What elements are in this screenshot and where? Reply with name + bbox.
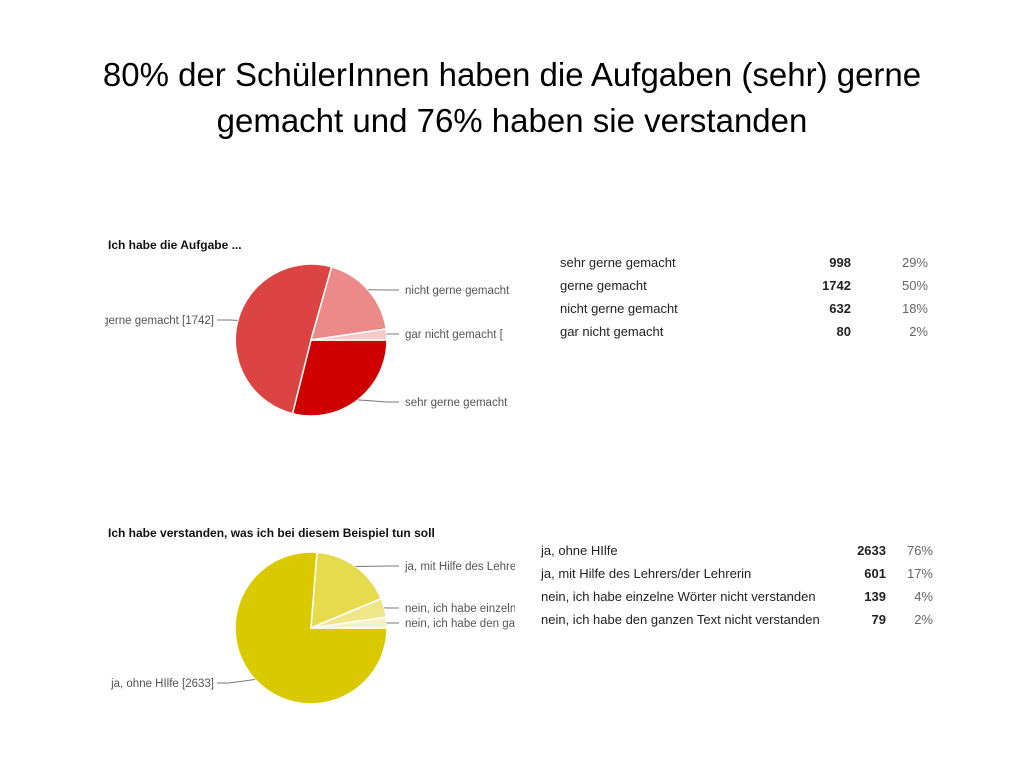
pie-chart-aufgabe-plot: sehr gerne gemacht gerne gemacht [1742] ni… <box>105 263 510 417</box>
table-row: nicht gerne gemacht 632 18% <box>560 297 928 320</box>
slice-callout-label: gar nicht gemacht [ <box>405 329 504 341</box>
chart-title: Ich habe die Aufgabe ... <box>108 238 242 252</box>
row-count: 1742 <box>822 278 851 293</box>
slice-callout-label: nicht gerne gemacht <box>405 285 510 297</box>
table-row: gerne gemacht 1742 50% <box>560 274 928 297</box>
row-label: ja, ohne HIlfe <box>541 543 618 558</box>
row-count: 2633 <box>857 543 886 558</box>
slide-title-line-1: 80% der SchülerInnen haben die Aufgaben … <box>102 56 922 93</box>
row-percent: 2% <box>909 324 928 339</box>
slice-callout-label: sehr gerne gemacht <box>405 397 508 409</box>
table-row: ja, mit Hilfe des Lehrers/der Lehrerin 6… <box>541 562 933 585</box>
callout-line <box>386 622 399 624</box>
row-percent: 50% <box>901 278 928 293</box>
row-percent: 17% <box>906 566 933 581</box>
row-label: gar nicht gemacht <box>560 324 664 339</box>
slide-title: 80% der SchülerInnen haben die Aufgaben … <box>40 52 984 144</box>
slice-callout-label: gerne gemacht [1742] <box>105 315 214 327</box>
row-percent: 29% <box>901 255 928 270</box>
callout-line <box>386 333 399 335</box>
row-label: nicht gerne gemacht <box>560 301 678 316</box>
slide-title-line-2: gemacht und 76% haben sie verstanden <box>216 102 808 139</box>
callout-line <box>355 565 399 567</box>
table-aufgabe: sehr gerne gemacht 998 29% gerne gemacht… <box>560 251 928 343</box>
row-count: 139 <box>864 589 886 604</box>
table-row: nein, ich habe den ganzen Text nicht ver… <box>541 608 933 631</box>
row-percent: 2% <box>914 612 933 627</box>
table-row: gar nicht gemacht 80 2% <box>560 320 928 343</box>
pie-chart-verstanden-plot: ja, ohne HIlfe [2633] ja, mit Hilfe des L… <box>110 551 515 705</box>
row-label: nein, ich habe den ganzen Text nicht ver… <box>541 612 820 627</box>
row-count: 79 <box>871 612 886 627</box>
row-label: nein, ich habe einzelne Wörter nicht ver… <box>541 589 816 604</box>
row-label: ja, mit Hilfe des Lehrers/der Lehrerin <box>541 566 752 581</box>
table-verstanden: ja, ohne HIlfe 2633 76% ja, mit Hilfe de… <box>541 539 933 631</box>
slice-callout-label: ja, mit Hilfe des Lehrers <box>404 561 515 573</box>
pie-slice-ja-ohne-hilfe <box>234 551 388 705</box>
row-count: 601 <box>864 566 886 581</box>
pie-chart-aufgabe: Ich habe die Aufgabe ... sehr gerne gema… <box>105 232 515 472</box>
table-row: nein, ich habe einzelne Wörter nicht ver… <box>541 585 933 608</box>
pie-slice-nicht-gerne-gemacht <box>309 265 388 341</box>
row-count: 632 <box>829 301 851 316</box>
row-label: sehr gerne gemacht <box>560 255 676 270</box>
row-count: 998 <box>829 255 851 270</box>
slice-callout-label: nein, ich habe einzelne <box>405 603 515 615</box>
row-label: gerne gemacht <box>560 278 647 293</box>
pie-slice-ja-mit-hilfe-des-lehrers-der-lehrerin <box>310 551 383 630</box>
row-percent: 4% <box>914 589 933 604</box>
table-row: ja, ohne HIlfe 2633 76% <box>541 539 933 562</box>
callout-line <box>217 679 256 684</box>
callout-line <box>357 399 399 403</box>
table-row: sehr gerne gemacht 998 29% <box>560 251 928 274</box>
row-percent: 76% <box>906 543 933 558</box>
slice-callout-label: ja, ohne HIlfe [2633] <box>110 678 214 690</box>
chart-title: Ich habe verstanden, was ich bei diesem … <box>108 526 435 540</box>
slice-callout-label: nein, ich habe den ganzen <box>405 618 515 630</box>
pie-slice-gerne-gemacht <box>234 263 333 415</box>
row-percent: 18% <box>901 301 928 316</box>
pie-chart-verstanden: Ich habe verstanden, was ich bei diesem … <box>105 520 515 760</box>
row-count: 80 <box>836 324 851 339</box>
